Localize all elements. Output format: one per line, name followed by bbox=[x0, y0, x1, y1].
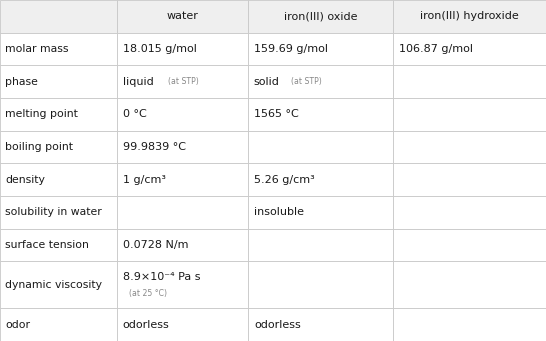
Bar bbox=[393, 163, 546, 196]
Bar bbox=[393, 131, 546, 163]
Bar bbox=[248, 196, 393, 229]
Bar bbox=[248, 229, 393, 261]
Bar bbox=[393, 308, 546, 341]
Text: boiling point: boiling point bbox=[5, 142, 74, 152]
Bar bbox=[117, 98, 248, 131]
Text: surface tension: surface tension bbox=[5, 240, 90, 250]
Text: 8.9×10⁻⁴ Pa s: 8.9×10⁻⁴ Pa s bbox=[123, 272, 200, 282]
Bar bbox=[393, 33, 546, 65]
Text: density: density bbox=[5, 175, 45, 185]
Text: liquid: liquid bbox=[123, 77, 153, 87]
Text: odorless: odorless bbox=[254, 320, 301, 330]
Bar bbox=[0, 308, 117, 341]
Text: (at STP): (at STP) bbox=[286, 77, 321, 86]
Text: 5.26 g/cm³: 5.26 g/cm³ bbox=[254, 175, 314, 185]
Text: 159.69 g/mol: 159.69 g/mol bbox=[254, 44, 328, 54]
Bar bbox=[248, 261, 393, 308]
Bar bbox=[393, 98, 546, 131]
Bar bbox=[0, 65, 117, 98]
Text: 99.9839 °C: 99.9839 °C bbox=[123, 142, 186, 152]
Text: (at STP): (at STP) bbox=[163, 77, 198, 86]
Bar bbox=[0, 196, 117, 229]
Text: solubility in water: solubility in water bbox=[5, 207, 102, 217]
Bar bbox=[0, 98, 117, 131]
Bar bbox=[117, 65, 248, 98]
Text: (at 25 °C): (at 25 °C) bbox=[129, 289, 168, 298]
Bar bbox=[393, 229, 546, 261]
Bar bbox=[117, 131, 248, 163]
Text: 106.87 g/mol: 106.87 g/mol bbox=[399, 44, 473, 54]
Text: molar mass: molar mass bbox=[5, 44, 69, 54]
Text: iron(III) hydroxide: iron(III) hydroxide bbox=[420, 11, 519, 21]
Bar bbox=[117, 33, 248, 65]
Bar bbox=[248, 98, 393, 131]
Text: 1 g/cm³: 1 g/cm³ bbox=[123, 175, 166, 185]
Bar bbox=[393, 196, 546, 229]
Text: melting point: melting point bbox=[5, 109, 78, 119]
Text: iron(III) oxide: iron(III) oxide bbox=[284, 11, 358, 21]
Text: solid: solid bbox=[254, 77, 280, 87]
Bar bbox=[117, 308, 248, 341]
Text: 18.015 g/mol: 18.015 g/mol bbox=[123, 44, 197, 54]
Text: 0.0728 N/m: 0.0728 N/m bbox=[123, 240, 188, 250]
Text: water: water bbox=[167, 11, 199, 21]
Bar bbox=[393, 65, 546, 98]
Text: 0 °C: 0 °C bbox=[123, 109, 146, 119]
Text: dynamic viscosity: dynamic viscosity bbox=[5, 280, 103, 290]
Bar bbox=[248, 163, 393, 196]
Bar bbox=[117, 0, 248, 33]
Text: phase: phase bbox=[5, 77, 38, 87]
Bar bbox=[0, 33, 117, 65]
Bar bbox=[117, 261, 248, 308]
Bar bbox=[117, 196, 248, 229]
Bar bbox=[0, 0, 117, 33]
Text: odorless: odorless bbox=[123, 320, 170, 330]
Bar bbox=[248, 131, 393, 163]
Bar bbox=[393, 261, 546, 308]
Text: insoluble: insoluble bbox=[254, 207, 304, 217]
Bar bbox=[0, 163, 117, 196]
Bar bbox=[248, 65, 393, 98]
Bar bbox=[117, 229, 248, 261]
Bar bbox=[393, 0, 546, 33]
Bar bbox=[248, 308, 393, 341]
Bar bbox=[117, 163, 248, 196]
Bar bbox=[0, 131, 117, 163]
Text: 1565 °C: 1565 °C bbox=[254, 109, 299, 119]
Bar bbox=[0, 261, 117, 308]
Bar bbox=[0, 229, 117, 261]
Bar bbox=[248, 33, 393, 65]
Text: odor: odor bbox=[5, 320, 31, 330]
Bar bbox=[248, 0, 393, 33]
